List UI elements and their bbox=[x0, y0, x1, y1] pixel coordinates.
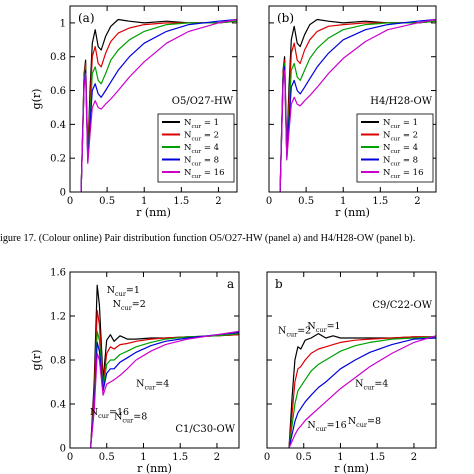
x-tick-label: 2 bbox=[414, 196, 420, 207]
plot-frame bbox=[268, 5, 437, 193]
y-tick-label: 1 bbox=[60, 18, 66, 29]
x-tick-label: 1 bbox=[340, 196, 346, 207]
legend-entry: Ncur = 16 bbox=[184, 168, 224, 180]
figure-caption: igure 17. (Colour online) Pair distribut… bbox=[0, 233, 415, 244]
panel-label: a bbox=[227, 277, 234, 291]
x-tick-label: 0 bbox=[67, 196, 73, 207]
y-tick-label: 0.6 bbox=[50, 86, 66, 97]
legend-entry: Ncur = 8 bbox=[383, 156, 418, 168]
y-tick-label: 1.2 bbox=[50, 312, 66, 323]
x-tick-label: 1 bbox=[141, 196, 147, 207]
legend-entry: Ncur = 16 bbox=[383, 168, 423, 180]
y-axis-label: g(r) bbox=[30, 89, 43, 110]
curve-label: Ncur=8 bbox=[114, 411, 147, 424]
series-line-2 bbox=[288, 336, 436, 449]
series-line-3 bbox=[90, 330, 240, 449]
y-tick-label: 0.8 bbox=[50, 356, 66, 367]
x-tick-label: 0.5 bbox=[99, 196, 115, 207]
y-tick-label: 1.6 bbox=[50, 268, 66, 279]
x-tick-label: 0.5 bbox=[298, 196, 314, 207]
curve-label: Ncur=1 bbox=[107, 285, 140, 298]
x-tick-label: 1.5 bbox=[172, 452, 188, 463]
x-tick-label: 1 bbox=[337, 452, 343, 463]
curve-label: Ncur=16 bbox=[90, 407, 129, 420]
panel-bottom-left: 0 0.5 1 1.5 2 0 0.4 0.8 1.2 1.6 r (nm) g(r) a C1/C30-… bbox=[30, 268, 240, 474]
series-line-5 bbox=[288, 335, 437, 449]
panel-label: b bbox=[275, 277, 283, 291]
y-axis-label: g(r) bbox=[30, 350, 43, 371]
series-line-3 bbox=[288, 336, 437, 449]
legend-entry: Ncur = 2 bbox=[383, 131, 418, 143]
y-tick-label: 0 bbox=[60, 444, 66, 455]
legend-entry: Ncur = 2 bbox=[184, 131, 219, 143]
y-tick-label: 0.2 bbox=[50, 154, 66, 165]
curve-label: Ncur=4 bbox=[355, 378, 388, 391]
series-line-4 bbox=[90, 331, 240, 449]
x-tick-label: 2 bbox=[411, 452, 417, 463]
series-line-4 bbox=[288, 337, 437, 449]
x-tick-label: 2 bbox=[214, 452, 220, 463]
series-line-5 bbox=[279, 18, 437, 193]
plot-frame bbox=[69, 5, 238, 193]
x-tick-label: 1 bbox=[140, 452, 146, 463]
x-axis-label: r (nm) bbox=[334, 462, 369, 474]
x-axis-label: r (nm) bbox=[136, 206, 171, 219]
panel-top-left: 0 0.5 1 1.5 200.20.40.60.81r (nm)g(r)(a)O5/O… bbox=[30, 5, 238, 219]
x-tick-label: 2 bbox=[215, 196, 221, 207]
pair-label: O5/O27-HW bbox=[172, 96, 234, 107]
legend-entry: Ncur = 4 bbox=[383, 143, 418, 155]
y-tick-label: 0 bbox=[60, 188, 66, 199]
x-axis-label: r (nm) bbox=[335, 206, 370, 219]
curve-label: Ncur=2 bbox=[113, 299, 146, 312]
x-tick-label: 0 bbox=[264, 452, 270, 463]
x-tick-label: 1.5 bbox=[372, 196, 388, 207]
pair-label: H4/H28-OW bbox=[370, 96, 432, 107]
legend-entry: Ncur = 1 bbox=[383, 118, 418, 130]
pair-label: C1/C30-OW bbox=[175, 424, 235, 435]
x-tick-label: 0.5 bbox=[99, 452, 115, 463]
curve-label: Ncur=1 bbox=[307, 321, 340, 334]
panel-label: (b) bbox=[277, 11, 294, 25]
curve-label: Ncur=16 bbox=[307, 420, 346, 433]
legend-entry: Ncur = 8 bbox=[184, 156, 219, 168]
legend-entry: Ncur = 4 bbox=[184, 143, 219, 155]
legend-entry: Ncur = 1 bbox=[184, 118, 219, 130]
series-line-5 bbox=[80, 18, 238, 193]
y-tick-label: 0.4 bbox=[50, 120, 66, 131]
curve-label: Ncur=8 bbox=[348, 416, 381, 429]
x-tick-label: 1.5 bbox=[369, 452, 385, 463]
x-tick-label: 0 bbox=[67, 452, 73, 463]
x-axis-label: r (nm) bbox=[137, 462, 172, 474]
series-line-5 bbox=[90, 330, 240, 449]
y-tick-label: 0.4 bbox=[50, 400, 66, 411]
x-tick-label: 0.5 bbox=[296, 452, 312, 463]
x-tick-label: 0 bbox=[266, 196, 272, 207]
pair-label: C9/C22-OW bbox=[372, 300, 432, 311]
curve-label: Ncur=2 bbox=[278, 326, 311, 339]
y-tick-label: 0.8 bbox=[50, 52, 66, 63]
panel-label: (a) bbox=[78, 11, 95, 25]
x-tick-label: 1.5 bbox=[173, 196, 189, 207]
curve-label: Ncur=4 bbox=[136, 378, 169, 391]
